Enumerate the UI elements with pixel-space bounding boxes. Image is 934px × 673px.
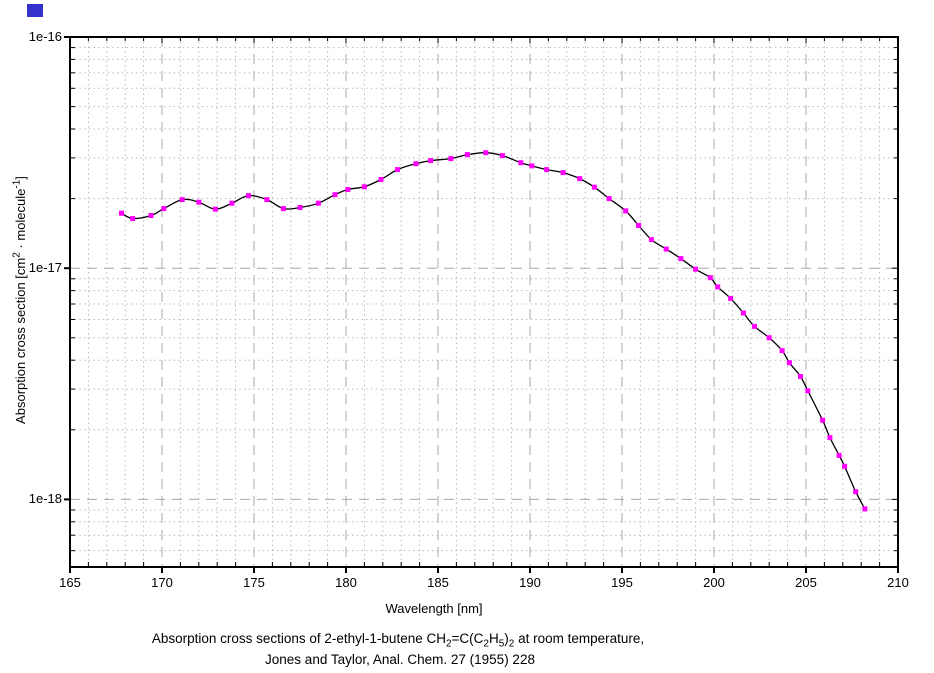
data-point-marker (663, 246, 669, 252)
data-point-marker (246, 193, 251, 199)
data-point-marker (499, 153, 505, 159)
data-point-marker (836, 452, 842, 458)
data-point-marker (179, 197, 185, 203)
data-point-marker (715, 284, 721, 290)
data-point-marker (212, 206, 218, 212)
data-point-marker (229, 200, 235, 206)
x-tick-label: 180 (335, 575, 357, 590)
data-point-marker (766, 335, 772, 341)
x-tick-label: 170 (151, 575, 173, 590)
data-point-marker (315, 200, 321, 206)
x-tick-label: 175 (243, 575, 265, 590)
data-point-marker (606, 196, 612, 202)
x-tick-label: 185 (427, 575, 449, 590)
x-tick-label: 165 (59, 575, 81, 590)
x-tick-label: 195 (611, 575, 633, 590)
data-point-marker (361, 184, 367, 190)
data-point-marker (779, 348, 785, 354)
data-point-marker (297, 205, 303, 210)
data-point-marker (577, 176, 583, 182)
data-point-marker (798, 374, 803, 379)
data-point-marker (264, 197, 270, 203)
data-point-marker (280, 206, 286, 212)
data-point-marker (820, 417, 826, 423)
data-point-marker (862, 506, 868, 512)
data-point-marker (483, 150, 489, 156)
data-point-marker (693, 266, 699, 272)
data-point-marker (395, 167, 400, 173)
data-point-marker (428, 158, 434, 164)
data-point-marker (448, 156, 454, 162)
y-axis-title: Absorption cross section [cm2 · molecule… (11, 176, 28, 424)
data-point-marker (591, 184, 597, 190)
caption-line-1: Absorption cross sections of 2-ethyl-1-b… (151, 631, 645, 650)
data-point-marker (678, 256, 684, 262)
data-point-marker (332, 192, 338, 198)
x-tick-label: 205 (795, 575, 817, 590)
data-point-marker (161, 206, 167, 212)
y-tick-label: 1e-16 (28, 29, 62, 44)
x-axis-title: Wavelength [nm] (385, 601, 483, 616)
data-point-marker (623, 208, 629, 214)
data-point-marker (853, 489, 859, 495)
data-point-marker (413, 161, 419, 167)
data-point-marker (752, 323, 757, 329)
y-tick-label: 1e-17 (28, 260, 62, 276)
data-point-marker (464, 152, 470, 158)
data-point-marker (529, 163, 535, 169)
data-point-marker (740, 310, 746, 316)
x-tick-label: 200 (703, 575, 725, 590)
data-point-marker (707, 275, 713, 281)
data-point-marker (728, 295, 734, 301)
data-point-marker (544, 167, 550, 173)
data-point-marker (636, 223, 642, 228)
x-tick-label: 210 (887, 575, 909, 590)
data-point-marker (345, 187, 351, 192)
y-tick-label: 1e-18 (28, 491, 62, 507)
data-point-marker (560, 170, 566, 176)
data-point-marker (842, 463, 848, 469)
data-point-marker (786, 360, 792, 366)
data-point-marker (518, 160, 524, 166)
data-point-marker (130, 216, 136, 221)
corner-marker (27, 4, 43, 17)
data-point-marker (148, 213, 154, 218)
data-point-marker (119, 210, 124, 216)
data-point-marker (805, 388, 811, 394)
data-point-marker (196, 199, 202, 205)
data-point-marker (378, 177, 384, 182)
data-point-marker (827, 435, 833, 441)
data-point-marker (648, 237, 654, 243)
x-tick-label: 190 (519, 575, 541, 590)
plot-border (69, 36, 899, 568)
caption-line-2: Jones and Taylor, Anal. Chem. 27 (1955) … (265, 652, 535, 667)
